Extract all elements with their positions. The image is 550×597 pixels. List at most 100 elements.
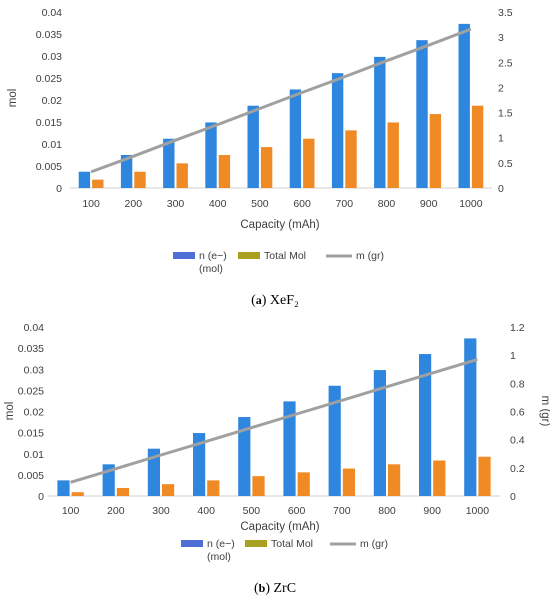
panel-caption: (b) ZrC — [254, 581, 296, 596]
x-axis-label: Capacity (mAh) — [240, 521, 319, 533]
line-m-series — [70, 357, 478, 484]
y-tick-label: 0.01 — [42, 139, 63, 151]
legend: n (e−) (mol) Total Mol m (gr) — [181, 538, 388, 563]
legend-label-total: Total Mol — [271, 538, 313, 550]
bar-total-900 — [433, 460, 446, 496]
bar-total-1000 — [478, 456, 491, 496]
y-tick-label: 0.035 — [18, 343, 44, 355]
x-tick-label: 600 — [288, 505, 306, 517]
bar-n-900 — [418, 354, 432, 496]
y2-tick-label: 1 — [498, 133, 504, 145]
bar-n-200 — [120, 155, 133, 188]
bar-total-300 — [162, 484, 175, 496]
bar-total-500 — [252, 476, 265, 496]
plot-area: 0 0.005 0.01 0.015 0.02 0.025 0.03 0.035 0.04 0 0.… — [18, 322, 525, 517]
y-tick-label: 0 — [38, 491, 44, 503]
bar-n-700 — [328, 385, 341, 496]
legend-label-total: Total Mol — [264, 250, 306, 262]
legend-label-n: n (e−) — [207, 538, 235, 550]
bar-total-1000 — [471, 105, 484, 188]
chart-panel-b: 0 0.005 0.01 0.015 0.02 0.025 0.03 0.035 0.04 0 0.… — [4, 322, 550, 596]
y-tick-label: 0.005 — [18, 470, 44, 482]
bar-n-300 — [147, 448, 160, 496]
x-tick-label: 700 — [336, 198, 354, 210]
y2-tick-label: 1 — [510, 350, 516, 362]
bar-total-800 — [387, 122, 399, 188]
x-tick-label: 700 — [333, 505, 351, 517]
x-tick-label: 1000 — [466, 505, 490, 517]
x-axis-label: Capacity (mAh) — [240, 219, 319, 231]
line-m-series — [90, 27, 472, 174]
legend-label-m: m (gr) — [356, 250, 384, 262]
bar-total-800 — [388, 464, 401, 496]
bar-n-300 — [163, 138, 175, 188]
x-tick-label: 900 — [423, 505, 441, 517]
y-tick-label: 0.04 — [42, 7, 63, 19]
bar-total-500 — [260, 147, 273, 188]
x-tick-label: 900 — [420, 198, 438, 210]
bar-n-1000 — [464, 338, 477, 496]
legend: n (e−) (mol) Total Mol m (gr) — [173, 250, 384, 275]
bar-n-100 — [78, 171, 91, 188]
legend-swatch-n — [173, 252, 195, 259]
y-tick-label: 0.01 — [24, 449, 45, 461]
bar-n-400 — [205, 122, 217, 188]
bar-n-100 — [57, 480, 70, 496]
x-tick-label: 500 — [251, 198, 269, 210]
bar-total-200 — [116, 487, 130, 496]
x-tick-label: 200 — [107, 505, 125, 517]
y-tick-label: 0.015 — [36, 117, 62, 129]
bar-total-400 — [218, 155, 231, 188]
bar-total-100 — [92, 179, 104, 188]
y-tick-label: 0.03 — [24, 364, 45, 376]
x-tick-label: 300 — [152, 505, 170, 517]
legend-label-n: n (e−) — [199, 250, 227, 262]
y2-tick-label: 2.5 — [498, 57, 513, 69]
y-tick-label: 0.03 — [42, 51, 63, 63]
y2-tick-label: 0.6 — [510, 407, 525, 419]
y-tick-label: 0.025 — [18, 385, 44, 397]
legend-label-n-line2: (mol) — [207, 551, 231, 563]
x-tick-label: 800 — [378, 198, 396, 210]
x-tick-label: 400 — [197, 505, 215, 517]
bar-total-300 — [176, 163, 188, 188]
x-tick-label: 300 — [167, 198, 185, 210]
x-tick-label: 400 — [209, 198, 227, 210]
y-tick-label: 0.025 — [36, 73, 62, 85]
panel-caption: (a) XeF₂ — [251, 293, 299, 308]
y2-tick-label: 0 — [510, 491, 516, 503]
bar-total-700 — [342, 468, 356, 496]
legend-label-n-line2: (mol) — [199, 263, 223, 275]
y2-tick-label: 1.5 — [498, 108, 513, 120]
x-tick-label: 100 — [82, 198, 100, 210]
bar-n-400 — [192, 433, 206, 496]
bar-n-600 — [289, 89, 302, 188]
bar-total-700 — [345, 130, 357, 188]
bar-n-600 — [283, 401, 296, 496]
bar-total-600 — [297, 472, 310, 496]
bar-n-1000 — [458, 23, 470, 188]
y2-tick-label: 0.8 — [510, 378, 525, 390]
bar-total-900 — [429, 114, 442, 188]
legend-label-m: m (gr) — [360, 538, 388, 550]
bar-n-800 — [373, 370, 386, 496]
y-tick-label: 0.02 — [24, 407, 45, 419]
y-axis-label: mol — [4, 402, 16, 421]
x-tick-label: 100 — [62, 505, 80, 517]
y-tick-label: 0.02 — [42, 95, 63, 107]
y2-tick-label: 0 — [498, 183, 504, 195]
bar-n-900 — [416, 40, 428, 188]
bar-n-500 — [238, 416, 251, 496]
legend-swatch-total — [245, 540, 267, 547]
legend-swatch-n — [181, 540, 203, 547]
bar-total-200 — [134, 171, 146, 188]
bar-total-100 — [71, 492, 84, 496]
plot-area: 0 0.005 0.01 0.015 0.02 0.025 0.03 0.035 0.04 0 0.… — [36, 7, 513, 210]
x-tick-label: 200 — [125, 198, 143, 210]
y-tick-label: 0.015 — [18, 428, 44, 440]
y-tick-label: 0 — [56, 183, 62, 195]
y2-tick-label: 0.4 — [510, 435, 525, 447]
y-tick-label: 0.005 — [36, 161, 62, 173]
bar-n-500 — [247, 105, 259, 188]
